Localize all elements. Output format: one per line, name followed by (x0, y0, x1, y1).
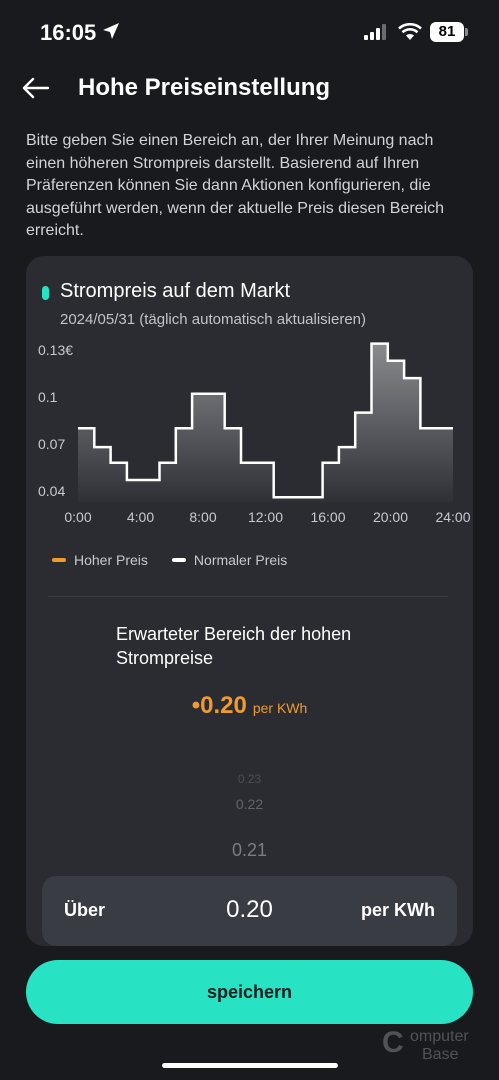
page-title: Hohe Preiseinstellung (78, 74, 331, 101)
x-tick-label: 20:00 (373, 509, 408, 525)
watermark-line2: Base (422, 1046, 459, 1063)
y-tick-label: 0.1 (38, 389, 58, 405)
y-tick-label: 0.04 (38, 483, 65, 499)
battery-icon: 81 (430, 22, 464, 42)
card-subtitle: 2024/05/31 (täglich automatisch aktualis… (60, 311, 367, 328)
location-arrow-icon (103, 23, 119, 39)
legend-high: Hoher Preis (52, 552, 148, 568)
range-value-number: •0.20 (191, 692, 247, 719)
back-arrow-icon[interactable] (22, 76, 50, 100)
status-bar: 16:05 81 (0, 0, 499, 62)
x-tick-label: 12:00 (248, 509, 283, 525)
teal-marker (42, 286, 49, 300)
picker-selected-value[interactable]: 0.20 (226, 896, 273, 923)
card-title: Strompreis auf dem Markt (60, 280, 291, 302)
divider (48, 596, 448, 597)
y-tick-label: 0.07 (38, 436, 65, 452)
computerbase-watermark: C omputer Base (378, 1022, 498, 1072)
picker-label: Über (64, 900, 106, 920)
picker-selected-row[interactable]: Über 0.20 per KWh (42, 876, 457, 946)
x-tick-label: 24:00 (435, 509, 470, 525)
picker-unit: per KWh (361, 900, 435, 920)
price-area (78, 343, 453, 502)
watermark-line1: omputer (410, 1028, 469, 1045)
picker-option-faint[interactable]: 0.23 (237, 772, 262, 786)
market-price-card: Strompreis auf dem Markt 2024/05/31 (täg… (26, 256, 473, 946)
watermark-c: C (382, 1026, 404, 1059)
picker-option-022[interactable]: 0.22 (235, 796, 264, 812)
cellular-signal-icon (364, 24, 386, 40)
header: Hohe Preiseinstellung (0, 66, 499, 112)
x-tick-label: 0:00 (64, 509, 91, 525)
status-time: 16:05 (40, 20, 97, 45)
legend-normal: Normaler Preis (171, 552, 288, 568)
save-button[interactable]: speichern (26, 960, 473, 1024)
range-title: Erwarteter Bereich der hohen Strompreise (116, 624, 352, 668)
price-chart: 0.13€ 0.1 0.07 0.04 0:00 4:00 8:00 12:00 16:00 2… (38, 342, 471, 525)
chart-legend: Hoher Preis Normaler Preis (52, 552, 311, 568)
legend-high-label: Hoher Preis (74, 552, 148, 568)
legend-normal-swatch (171, 558, 186, 562)
legend-normal-label: Normaler Preis (193, 552, 288, 568)
legend-high-swatch (52, 558, 66, 562)
home-indicator (162, 1063, 338, 1068)
description-text: Bitte geben Sie einen Bereich an, der Ih… (26, 132, 445, 239)
x-tick-label: 4:00 (127, 509, 154, 525)
picker-option-021[interactable]: 0.21 (231, 840, 268, 860)
y-tick-label: 0.13€ (38, 342, 73, 358)
range-value: •0.20 per KWh (26, 692, 473, 720)
wifi-icon (398, 23, 422, 40)
range-value-unit: per KWh (252, 700, 308, 716)
battery-tip (465, 28, 468, 36)
price-line (78, 342, 453, 499)
x-tick-label: 8:00 (189, 509, 216, 525)
x-tick-label: 16:00 (310, 509, 345, 525)
